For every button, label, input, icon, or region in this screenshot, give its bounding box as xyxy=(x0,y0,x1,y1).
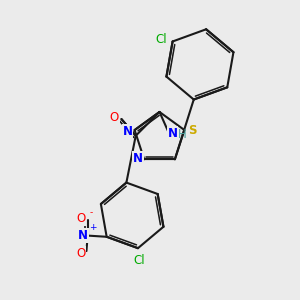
Text: Cl: Cl xyxy=(155,33,167,46)
Text: N: N xyxy=(122,125,133,138)
Text: +: + xyxy=(88,223,96,232)
Text: N: N xyxy=(133,152,143,165)
Text: O: O xyxy=(110,111,119,124)
Text: Cl: Cl xyxy=(133,254,145,267)
Text: N: N xyxy=(168,127,178,140)
Text: S: S xyxy=(188,124,197,136)
Text: H: H xyxy=(178,128,187,141)
Text: -: - xyxy=(90,208,93,217)
Text: O: O xyxy=(76,212,85,226)
Text: N: N xyxy=(78,229,88,242)
Text: O: O xyxy=(76,247,85,260)
